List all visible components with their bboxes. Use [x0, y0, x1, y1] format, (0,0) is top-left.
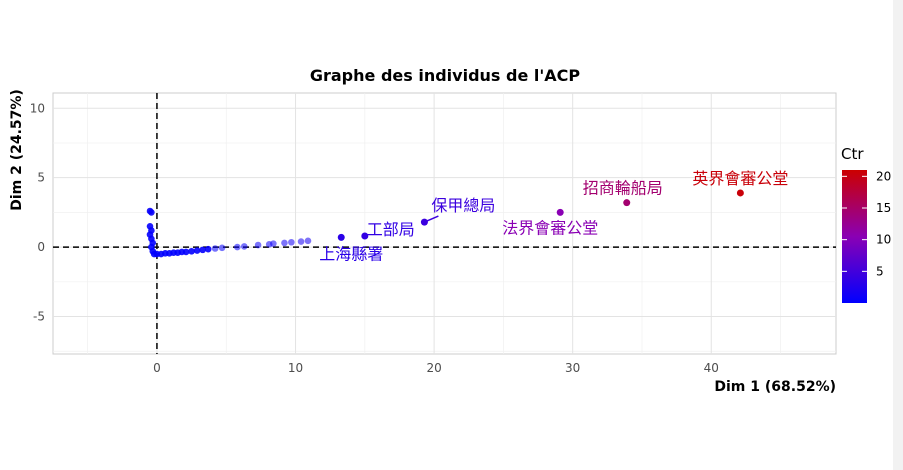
y-tick-label: 10 [30, 101, 45, 115]
plot-panel [52, 92, 837, 355]
legend-title: Ctr [841, 145, 864, 163]
point-label: 上海縣署 [319, 244, 383, 263]
data-point [288, 238, 295, 246]
reference-lines [53, 93, 836, 354]
chart-title: Graphe des individus de l'ACP [310, 66, 581, 85]
legend-tick-label: 15 [876, 201, 891, 215]
data-points [146, 207, 312, 258]
data-point [304, 237, 312, 245]
y-tick-label: 0 [37, 240, 45, 254]
legend-tick-label: 10 [876, 233, 891, 247]
y-axis-ticks: -5 0 5 10 [30, 101, 45, 323]
labeled-data-point [337, 233, 345, 241]
data-point [297, 238, 305, 245]
x-axis-label: Dim 1 (68.52%) [714, 379, 836, 395]
data-point [218, 244, 226, 252]
labeled-data-point [556, 208, 564, 216]
data-point [270, 240, 277, 247]
point-label: 英界會審公堂 [692, 169, 788, 188]
labeled-data-point [736, 189, 744, 197]
x-axis-ticks: 0 10 20 30 40 [153, 361, 719, 375]
data-point [182, 248, 190, 256]
labeled-data-point [623, 199, 631, 207]
minor-gridlines [53, 93, 836, 354]
label-leader-line [424, 215, 439, 223]
data-point [281, 239, 288, 247]
labeled-data-point [361, 232, 369, 240]
y-axis-label: Dim 2 (24.57%) [9, 89, 25, 211]
color-legend: Ctr 5 10 15 20 [841, 145, 891, 303]
point-label: 保甲總局 [431, 196, 495, 215]
point-label: 法界會審公堂 [502, 218, 598, 237]
point-label: 工部局 [367, 220, 415, 239]
x-tick-label: 20 [426, 361, 441, 375]
data-point [211, 245, 219, 252]
point-label: 招商輪船局 [583, 179, 663, 198]
x-tick-label: 40 [704, 361, 719, 375]
y-tick-label: -5 [33, 310, 45, 324]
legend-tick-label: 5 [876, 264, 884, 278]
data-point [240, 243, 248, 250]
x-tick-label: 0 [153, 361, 161, 375]
legend-tick-label: 20 [876, 169, 891, 183]
x-tick-label: 30 [565, 361, 580, 375]
data-point [254, 241, 262, 249]
data-point [148, 209, 155, 216]
data-point [199, 246, 206, 254]
data-point [204, 245, 212, 253]
data-point [234, 243, 241, 251]
data-point [188, 247, 195, 255]
legend-ticks: 5 10 15 20 [842, 169, 891, 278]
x-tick-label: 10 [288, 361, 303, 375]
data-point [193, 247, 201, 254]
legend-colorbar [842, 170, 867, 303]
window-edge [893, 0, 903, 470]
y-tick-label: 5 [37, 171, 45, 185]
